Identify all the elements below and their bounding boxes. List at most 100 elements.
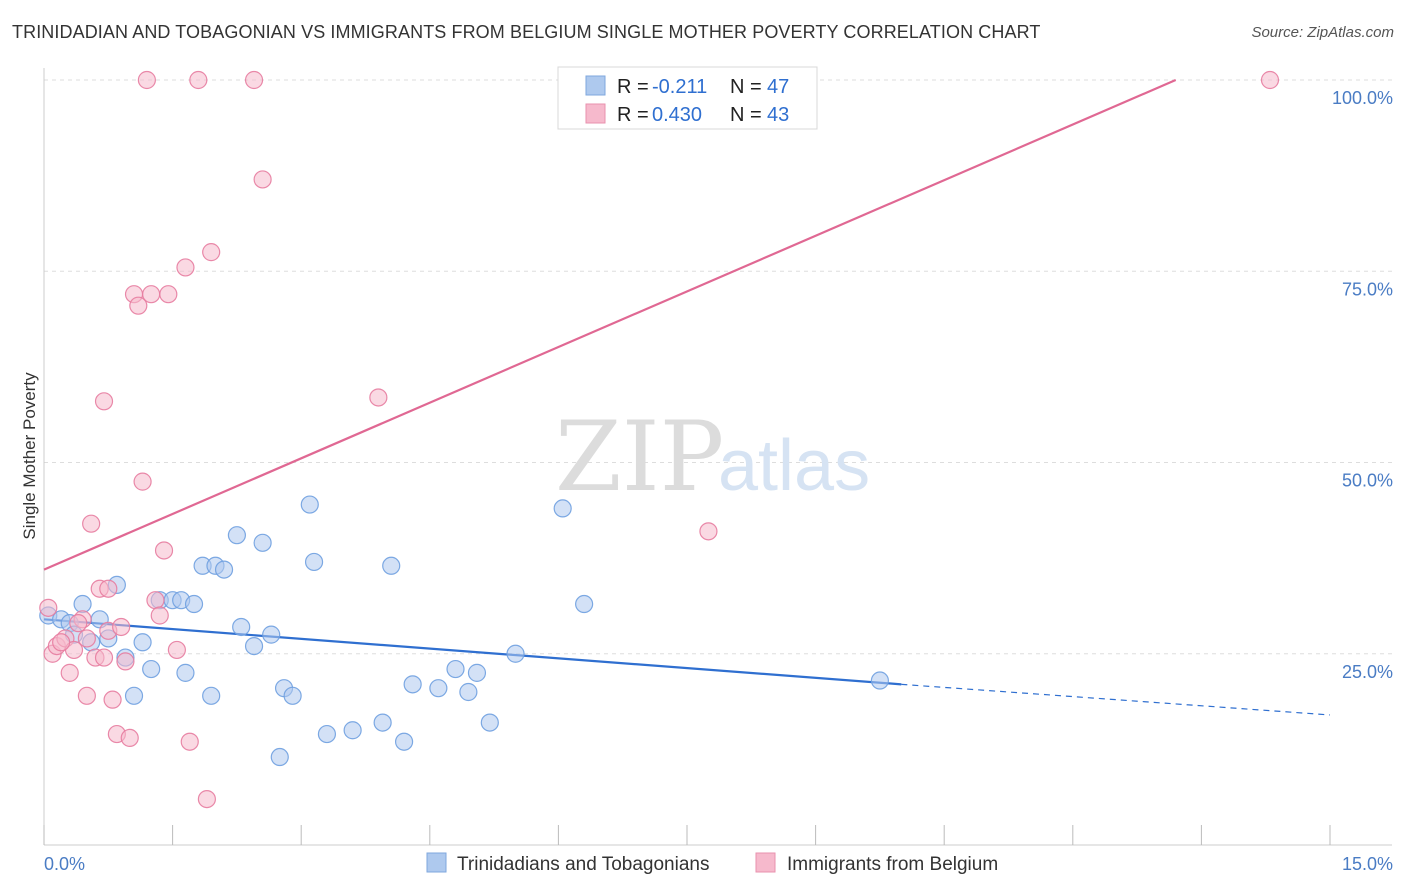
point-trinidadians-32 (317, 724, 337, 744)
point-trinidadians-36 (394, 732, 414, 751)
trend-line-belgium (43, 78, 1177, 571)
y-tick-labels: 100.0% 75.0% 50.0% 25.0% (1332, 88, 1393, 682)
point-belgium-25 (146, 591, 165, 610)
point-trinidadians-38 (429, 679, 448, 698)
point-belgium-32 (189, 70, 208, 90)
point-trinidadians-40 (459, 682, 478, 702)
point-trinidadians-44 (553, 499, 572, 518)
point-belgium-12 (94, 392, 114, 411)
point-belgium-42 (77, 629, 96, 648)
legend-swatch-belgium (585, 103, 606, 124)
point-belgium-4 (60, 663, 79, 682)
watermark: ZIP atlas (555, 401, 870, 513)
watermark-atlas: atlas (718, 426, 870, 506)
legend-bottom-label-belgium: Immigrants from Belgium (787, 854, 998, 875)
gridlines (44, 79, 1392, 655)
point-trinidadians-17 (184, 594, 204, 614)
point-trinidadians-41 (467, 663, 487, 682)
point-belgium-23 (137, 70, 156, 90)
point-trinidadians-16 (176, 663, 195, 682)
y-axis-label: Single Mother Poverty (20, 372, 39, 540)
x-tick-label-1: 15.0% (1342, 854, 1393, 874)
x-tick-labels: 0.0% 15.0% (44, 854, 1393, 874)
legend-swatch-trinidadians (585, 75, 606, 96)
point-belgium-28 (159, 285, 178, 304)
point-belgium-31 (180, 732, 199, 751)
watermark-zip: ZIP (555, 401, 724, 513)
source-label: Source: ZipAtlas.com (1251, 24, 1394, 41)
point-trinidadians-25 (253, 533, 272, 552)
y-tick-label-3: 25.0% (1342, 662, 1393, 682)
point-belgium-22 (133, 472, 152, 491)
point-trinidadians-26 (262, 625, 281, 644)
point-belgium-36 (253, 170, 272, 189)
legend-top: R = -0.211 N = 47 R = 0.430 N = 43 (557, 66, 818, 130)
point-belgium-30 (176, 258, 195, 277)
point-belgium-17 (112, 617, 131, 637)
point-belgium-40 (52, 633, 71, 652)
point-belgium-39 (1260, 70, 1280, 90)
point-trinidadians-39 (446, 659, 465, 679)
point-trinidadians-34 (373, 713, 392, 732)
y-tick-label-1: 75.0% (1342, 279, 1393, 299)
point-belgium-41 (69, 614, 88, 633)
axes (43, 68, 1392, 846)
trend-line-trinidadians (43, 618, 902, 686)
point-belgium-26 (150, 606, 169, 625)
legend-n-label-2: N = (730, 104, 762, 126)
chart-title: TRINIDADIAN AND TOBAGONIAN VS IMMIGRANTS… (12, 22, 1041, 42)
point-trinidadians-29 (270, 747, 289, 767)
point-trinidadians-31 (304, 552, 324, 572)
point-trinidadians-24 (244, 636, 264, 656)
y-tick-label-2: 50.0% (1342, 471, 1393, 491)
trend-line-trinidadians-extension (901, 683, 1331, 716)
point-trinidadians-10 (124, 686, 144, 705)
legend-bottom-label-trinidadians: Trinidadians and Tobagonians (457, 854, 709, 875)
point-belgium-15 (103, 690, 122, 709)
legend-bottom-swatch-belgium (755, 852, 776, 873)
point-trinidadians-23 (232, 617, 251, 637)
point-belgium-18 (116, 652, 135, 671)
point-trinidadians-42 (480, 713, 499, 732)
point-trinidadians-46 (870, 671, 890, 690)
legend-n-value-1: 47 (767, 76, 789, 98)
legend-bottom: Trinidadians and Tobagonians Immigrants … (426, 852, 998, 875)
point-trinidadians-21 (214, 560, 234, 579)
point-trinidadians-43 (506, 644, 525, 663)
point-belgium-34 (202, 243, 221, 262)
point-trinidadians-37 (403, 675, 422, 694)
point-trinidadians-35 (382, 556, 401, 575)
point-trinidadians-11 (133, 633, 152, 652)
point-belgium-21 (129, 296, 148, 315)
point-belgium-37 (369, 388, 388, 407)
point-belgium-11 (94, 648, 114, 667)
point-belgium-19 (120, 728, 139, 748)
point-trinidadians-4 (73, 594, 92, 614)
point-belgium-24 (142, 285, 161, 304)
point-belgium-0 (39, 598, 58, 617)
legend-n-label-1: N = (730, 76, 762, 98)
legend-r-label-2: R = (617, 104, 649, 126)
point-belgium-35 (244, 70, 264, 90)
point-belgium-8 (82, 514, 101, 533)
point-trinidadians-28 (283, 686, 302, 705)
data-points (39, 70, 1280, 809)
point-belgium-29 (167, 640, 186, 660)
x-tick-label-0: 0.0% (44, 854, 85, 874)
legend-r-label-1: R = (617, 76, 649, 98)
legend-r-value-2: 0.430 (652, 104, 702, 126)
point-trinidadians-12 (142, 659, 161, 679)
y-tick-label-0: 100.0% (1332, 88, 1393, 108)
point-belgium-38 (699, 522, 718, 541)
point-trinidadians-33 (343, 721, 362, 740)
point-trinidadians-19 (202, 686, 221, 705)
legend-bottom-swatch-trinidadians (426, 852, 447, 873)
legend-r-value-1: -0.211 (652, 76, 707, 98)
point-belgium-33 (197, 789, 216, 809)
point-belgium-7 (77, 686, 96, 705)
point-trinidadians-45 (575, 594, 594, 614)
point-belgium-27 (154, 541, 174, 560)
trend-lines (43, 78, 1331, 716)
point-belgium-13 (99, 579, 118, 598)
